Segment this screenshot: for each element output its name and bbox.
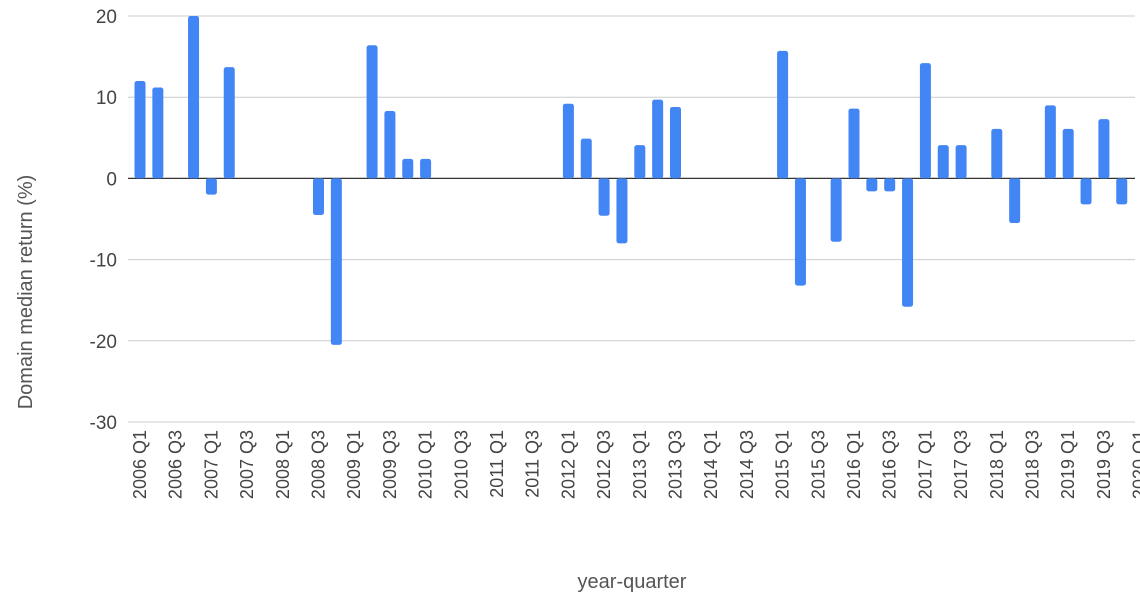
bar-2018-q2 [1009,178,1021,224]
bar-2006-q1 [134,80,146,179]
bar-2006-q2 [152,87,164,179]
y-tick-label: 20 [96,7,117,28]
x-tick-label: 2019 Q1 [1058,430,1078,499]
x-axis-title: year-quarter [578,571,687,593]
x-tick-label: 2009 Q1 [344,430,364,499]
x-tick-label: 2008 Q1 [273,430,293,499]
bar-2019-q2 [1080,178,1092,205]
x-tick-label: 2013 Q3 [666,430,686,499]
bar-2016-q1 [848,108,860,179]
bar-2013-q2 [652,99,664,179]
bar-2012-q4 [616,178,628,244]
x-tick-label: 2018 Q3 [1023,430,1043,499]
x-tick-label: 2007 Q1 [201,430,221,499]
x-tick-label: 2014 Q3 [737,430,757,499]
bar-2008-q3 [313,178,324,215]
x-tick-label: 2016 Q3 [880,430,900,499]
bar-2016-q2 [866,178,878,192]
bar-2017-q2 [937,145,949,179]
x-tick-label: 2015 Q1 [773,430,793,499]
x-tick-label: 2006 Q1 [130,430,150,499]
x-tick-label: 2009 Q3 [380,430,400,499]
y-axis-tick-labels: 20 10 0 -10 -20 -30 [90,7,117,434]
x-tick-label: 2010 Q3 [451,430,471,499]
bar-2016-q3 [884,178,896,192]
x-tick-label: 2014 Q1 [701,430,721,499]
x-tick-label: 2007 Q3 [237,430,257,499]
y-tick-label: -20 [90,332,117,353]
bar-2016-q4 [902,178,914,307]
bar-2013-q3 [670,106,681,179]
y-axis-title: Domain median return (%) [15,175,37,410]
bar-2007-q2 [223,67,235,179]
bars [134,16,1128,345]
x-tick-label: 2016 Q1 [844,430,864,499]
x-tick-label: 2017 Q1 [915,430,935,499]
bar-2009-q4 [402,158,414,179]
x-tick-label: 2020 Q1 [1130,430,1140,499]
bar-2018-q1 [991,128,1003,179]
x-tick-label: 2010 Q1 [416,430,436,499]
x-tick-label: 2018 Q1 [987,430,1007,499]
bar-2017-q1 [919,63,931,179]
x-axis-tick-labels: 2006 Q1 2006 Q3 2007 Q1 2007 Q3 2008 Q1 2008 … [130,430,1140,499]
x-tick-label: 2013 Q1 [630,430,650,499]
x-tick-label: 2012 Q3 [594,430,614,499]
bar-2010-q1 [420,158,432,179]
y-tick-label: -10 [90,251,117,272]
x-tick-label: 2015 Q3 [808,430,828,499]
bar-2019-q3 [1098,119,1110,179]
bar-2013-q1 [634,145,646,179]
x-tick-label: 2011 Q1 [487,430,507,498]
bar-2015-q4 [830,178,842,242]
bar-2015-q2 [794,178,806,286]
y-tick-label: -30 [90,413,117,434]
bar-2006-q4 [188,16,200,179]
bar-2007-q1 [205,178,217,195]
bar-2017-q3 [955,145,967,179]
bar-2009-q3 [384,111,396,179]
x-tick-label: 2012 Q1 [558,430,578,499]
bar-2012-q3 [598,178,610,216]
y-tick-label: 10 [96,88,117,109]
x-tick-label: 2017 Q3 [951,430,971,499]
bar-2012-q1 [562,103,574,179]
gridlines [128,15,1135,423]
x-tick-label: 2006 Q3 [166,430,186,499]
bar-2019-q4 [1116,178,1128,205]
bar-2009-q2 [366,45,378,179]
x-tick-label: 2008 Q3 [309,430,329,499]
bar-2012-q2 [580,138,592,179]
x-tick-label: 2019 Q3 [1094,430,1114,499]
bar-2015-q1 [777,50,789,179]
bar-2019-q1 [1062,128,1074,179]
y-tick-label: 0 [106,169,117,190]
bar-2018-q4 [1044,105,1056,179]
bar-2008-q4 [330,178,342,345]
x-tick-label: 2011 Q3 [523,430,543,498]
